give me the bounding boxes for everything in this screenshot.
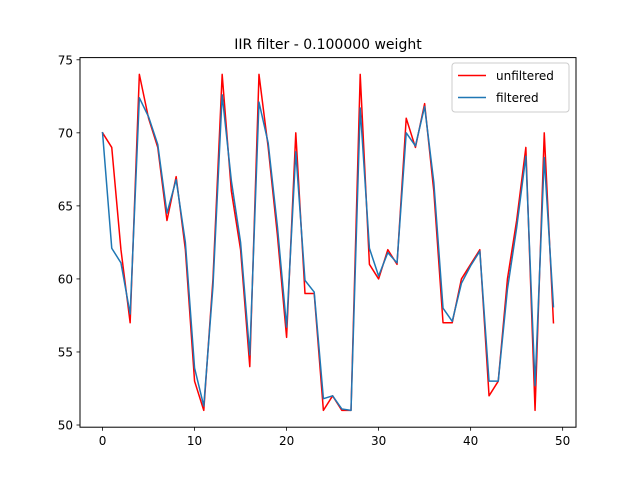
series-line-filtered <box>101 94 555 412</box>
ticks-layer: 0 10 20 30 40 50 50 55 60 65 70 75 <box>58 53 571 448</box>
legend-label-unfiltered: unfiltered <box>496 69 554 83</box>
plot-frame <box>79 57 577 428</box>
y-tick-label: 75 <box>58 53 73 67</box>
x-tick-label: 0 <box>99 434 107 448</box>
legend: unfiltered filtered <box>451 62 570 113</box>
y-tick-label: 60 <box>58 272 73 286</box>
x-tick-label: 20 <box>279 434 294 448</box>
series-layer <box>101 73 555 412</box>
x-tick-label: 50 <box>555 434 570 448</box>
x-tick-label: 10 <box>187 434 202 448</box>
chart-title: IIR filter - 0.100000 weight <box>234 37 422 53</box>
y-tick-label: 65 <box>58 199 73 213</box>
legend-label-filtered: filtered <box>496 91 539 105</box>
y-tick-label: 55 <box>58 345 73 359</box>
y-tick-label: 70 <box>58 126 73 140</box>
x-tick-label: 30 <box>371 434 386 448</box>
x-tick-label: 40 <box>463 434 478 448</box>
y-tick-label: 50 <box>58 419 73 433</box>
